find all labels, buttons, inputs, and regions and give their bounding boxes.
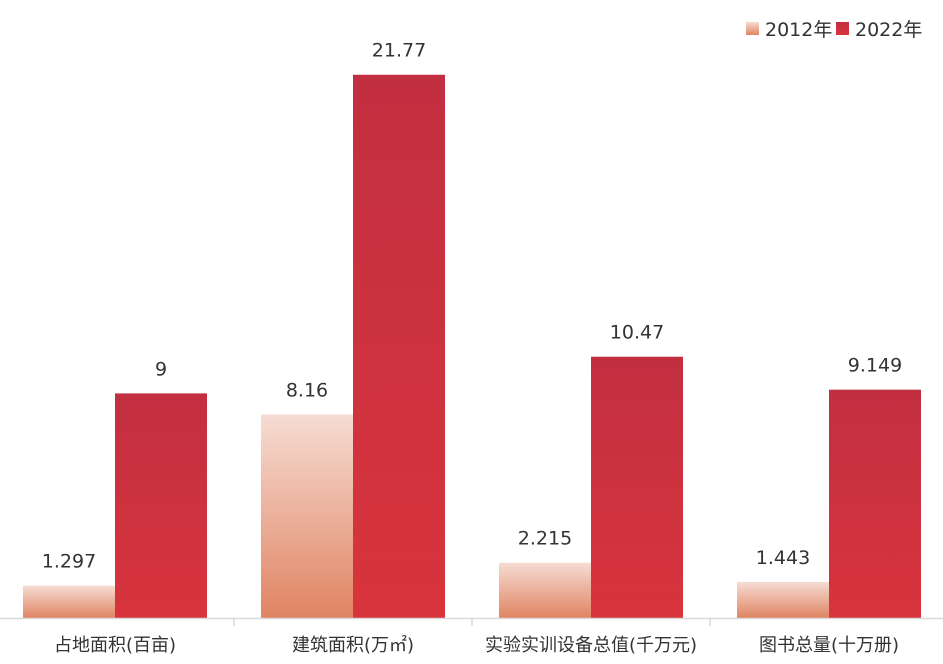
bar-2012年-2 [499, 562, 591, 618]
data-label: 1.297 [42, 551, 96, 573]
data-label: 10.47 [610, 322, 664, 344]
data-label: 9.149 [848, 355, 902, 377]
bar-2022年-2 [591, 356, 683, 618]
x-tick-label: 建筑面积(万㎡) [292, 634, 414, 656]
legend-swatch [836, 22, 849, 35]
x-tick-label: 图书总量(十万册) [759, 635, 899, 656]
data-label: 9 [155, 358, 167, 380]
legend: 2012年 2022年 [746, 19, 922, 41]
data-label: 2.215 [518, 528, 572, 550]
x-tick-label: 实验实训设备总值(千万元) [485, 635, 697, 656]
bar-2012年-3 [737, 581, 829, 618]
x-tick-label: 占地面积(百亩) [54, 635, 176, 656]
legend-label: 2022年 [855, 19, 922, 41]
bar-2022年-3 [829, 389, 921, 618]
data-label: 1.443 [756, 547, 810, 569]
bar-2022年-1 [353, 74, 445, 618]
data-label: 21.77 [372, 40, 426, 62]
legend-swatch [746, 22, 759, 35]
bar-2022年-0 [115, 393, 207, 618]
bar-2012年-1 [261, 414, 353, 618]
legend-label: 2012年 [765, 19, 832, 41]
bar-2012年-0 [23, 585, 115, 618]
data-label: 8.16 [286, 379, 328, 401]
